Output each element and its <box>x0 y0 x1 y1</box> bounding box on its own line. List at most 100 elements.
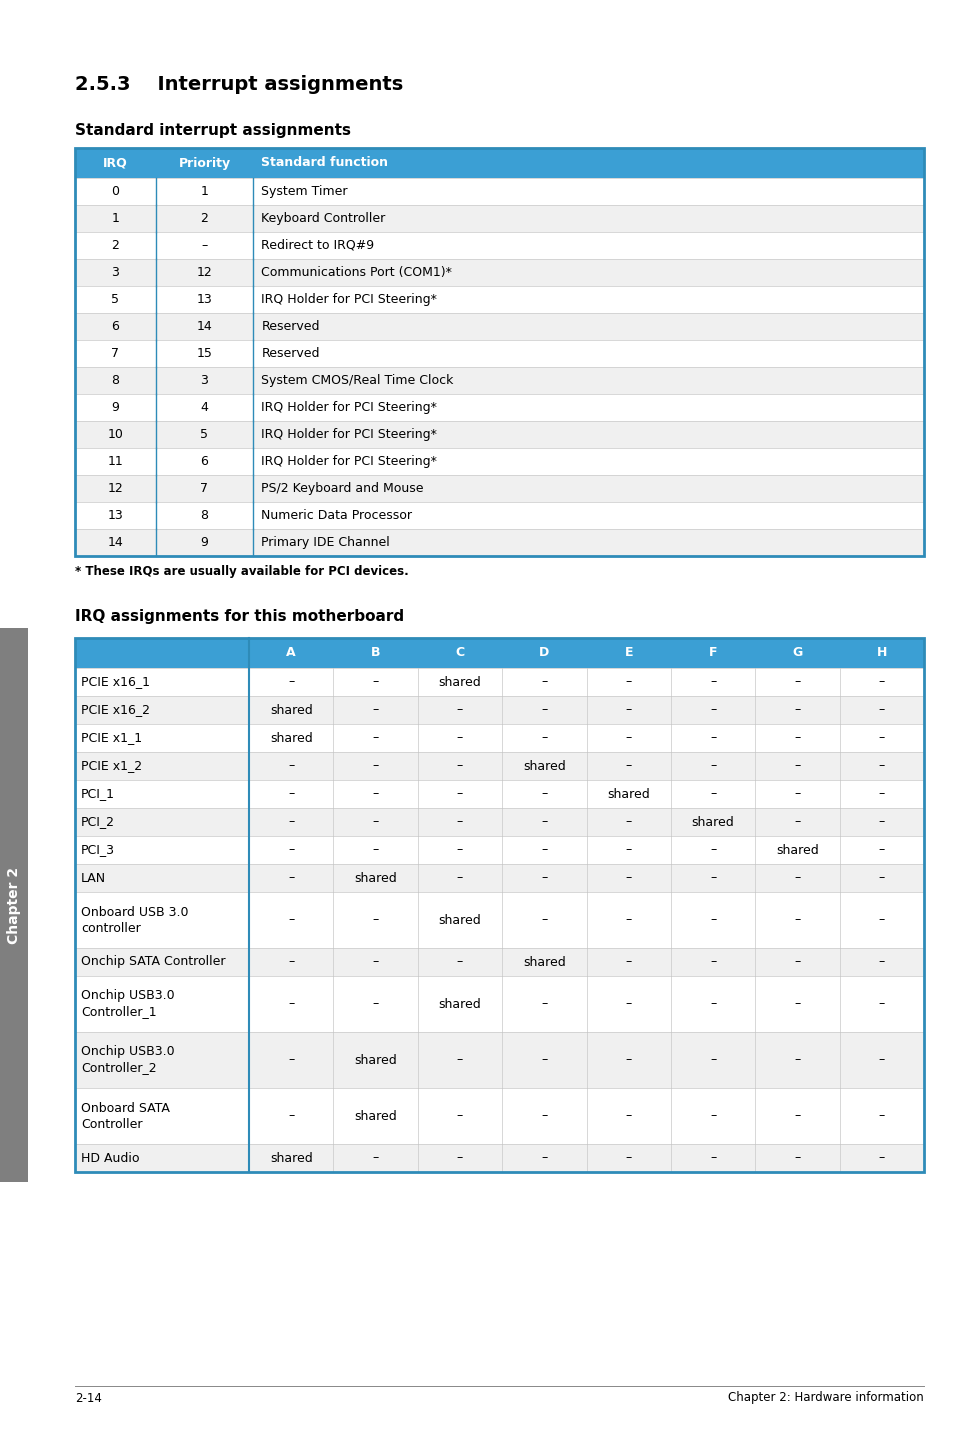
Text: –: – <box>878 998 884 1011</box>
Text: –: – <box>372 998 378 1011</box>
Bar <box>75 313 923 339</box>
Text: shared: shared <box>438 913 481 926</box>
Text: shared: shared <box>270 1152 313 1165</box>
Text: –: – <box>709 913 716 926</box>
Text: –: – <box>540 1110 547 1123</box>
Text: –: – <box>372 1152 378 1165</box>
Text: –: – <box>794 815 800 828</box>
Text: 11: 11 <box>108 454 123 467</box>
Text: –: – <box>540 871 547 884</box>
Text: Onboard USB 3.0
controller: Onboard USB 3.0 controller <box>81 906 189 935</box>
Text: 2: 2 <box>112 239 119 252</box>
Bar <box>75 808 923 835</box>
Text: –: – <box>878 676 884 689</box>
Bar <box>75 696 923 723</box>
Text: 7: 7 <box>200 482 209 495</box>
Text: 2.5.3    Interrupt assignments: 2.5.3 Interrupt assignments <box>75 76 403 95</box>
Text: IRQ Holder for PCI Steering*: IRQ Holder for PCI Steering* <box>261 429 436 441</box>
Text: shared: shared <box>522 759 565 772</box>
Text: PCIE x1_2: PCIE x1_2 <box>81 759 142 772</box>
Text: –: – <box>625 732 631 745</box>
Text: Standard function: Standard function <box>261 157 388 170</box>
Text: –: – <box>456 955 462 969</box>
Text: shared: shared <box>354 871 396 884</box>
Text: –: – <box>794 955 800 969</box>
Text: Onchip SATA Controller: Onchip SATA Controller <box>81 955 225 969</box>
Bar <box>75 367 923 394</box>
Text: shared: shared <box>354 1110 396 1123</box>
Text: IRQ Holder for PCI Steering*: IRQ Holder for PCI Steering* <box>261 401 436 414</box>
Text: –: – <box>878 955 884 969</box>
Text: –: – <box>540 815 547 828</box>
Text: 0: 0 <box>112 186 119 198</box>
Text: 6: 6 <box>200 454 208 467</box>
Text: 9: 9 <box>112 401 119 414</box>
Text: –: – <box>288 1110 294 1123</box>
Text: –: – <box>288 955 294 969</box>
Text: 5: 5 <box>200 429 209 441</box>
Text: PCI_3: PCI_3 <box>81 844 115 857</box>
Bar <box>75 394 923 421</box>
Bar <box>75 752 923 779</box>
Text: Standard interrupt assignments: Standard interrupt assignments <box>75 122 351 138</box>
Bar <box>75 638 923 669</box>
Bar <box>75 1145 923 1172</box>
Text: –: – <box>709 1054 716 1067</box>
Text: –: – <box>288 871 294 884</box>
Text: –: – <box>794 913 800 926</box>
Bar <box>75 1089 923 1145</box>
Text: –: – <box>288 913 294 926</box>
Text: A: A <box>286 647 295 660</box>
Bar <box>75 178 923 206</box>
Text: –: – <box>878 1152 884 1165</box>
Text: Keyboard Controller: Keyboard Controller <box>261 211 385 224</box>
Text: –: – <box>878 913 884 926</box>
Text: –: – <box>625 815 631 828</box>
Text: 9: 9 <box>200 536 208 549</box>
Text: –: – <box>709 998 716 1011</box>
Text: –: – <box>372 703 378 716</box>
Text: –: – <box>794 1152 800 1165</box>
Text: Onchip USB3.0
Controller_1: Onchip USB3.0 Controller_1 <box>81 989 174 1018</box>
Bar <box>75 529 923 557</box>
Text: –: – <box>709 703 716 716</box>
Text: –: – <box>625 1110 631 1123</box>
Text: shared: shared <box>522 955 565 969</box>
Text: 13: 13 <box>108 509 123 522</box>
Text: 3: 3 <box>112 266 119 279</box>
Text: 10: 10 <box>108 429 123 441</box>
Text: C: C <box>455 647 464 660</box>
Text: 2: 2 <box>200 211 208 224</box>
Text: IRQ Holder for PCI Steering*: IRQ Holder for PCI Steering* <box>261 454 436 467</box>
Text: Onboard SATA
Controller: Onboard SATA Controller <box>81 1102 170 1130</box>
Text: –: – <box>625 703 631 716</box>
Text: –: – <box>372 815 378 828</box>
Text: –: – <box>794 759 800 772</box>
Text: –: – <box>709 1110 716 1123</box>
Text: 1: 1 <box>112 211 119 224</box>
Bar <box>75 339 923 367</box>
Text: –: – <box>625 844 631 857</box>
Text: –: – <box>456 703 462 716</box>
Text: PS/2 Keyboard and Mouse: PS/2 Keyboard and Mouse <box>261 482 423 495</box>
Text: 12: 12 <box>196 266 213 279</box>
Bar <box>75 148 923 557</box>
Text: –: – <box>709 1152 716 1165</box>
Bar <box>75 206 923 232</box>
Text: 2-14: 2-14 <box>75 1392 102 1405</box>
Text: –: – <box>288 998 294 1011</box>
Text: Reserved: Reserved <box>261 347 319 360</box>
Text: –: – <box>456 1110 462 1123</box>
Text: System Timer: System Timer <box>261 186 348 198</box>
Text: –: – <box>625 871 631 884</box>
Text: shared: shared <box>270 732 313 745</box>
Text: –: – <box>794 676 800 689</box>
Text: PCIE x16_2: PCIE x16_2 <box>81 703 150 716</box>
Text: 12: 12 <box>108 482 123 495</box>
Text: –: – <box>372 913 378 926</box>
Text: –: – <box>456 815 462 828</box>
Text: –: – <box>625 759 631 772</box>
Text: –: – <box>794 1110 800 1123</box>
Text: PCIE x1_1: PCIE x1_1 <box>81 732 142 745</box>
Text: F: F <box>708 647 717 660</box>
